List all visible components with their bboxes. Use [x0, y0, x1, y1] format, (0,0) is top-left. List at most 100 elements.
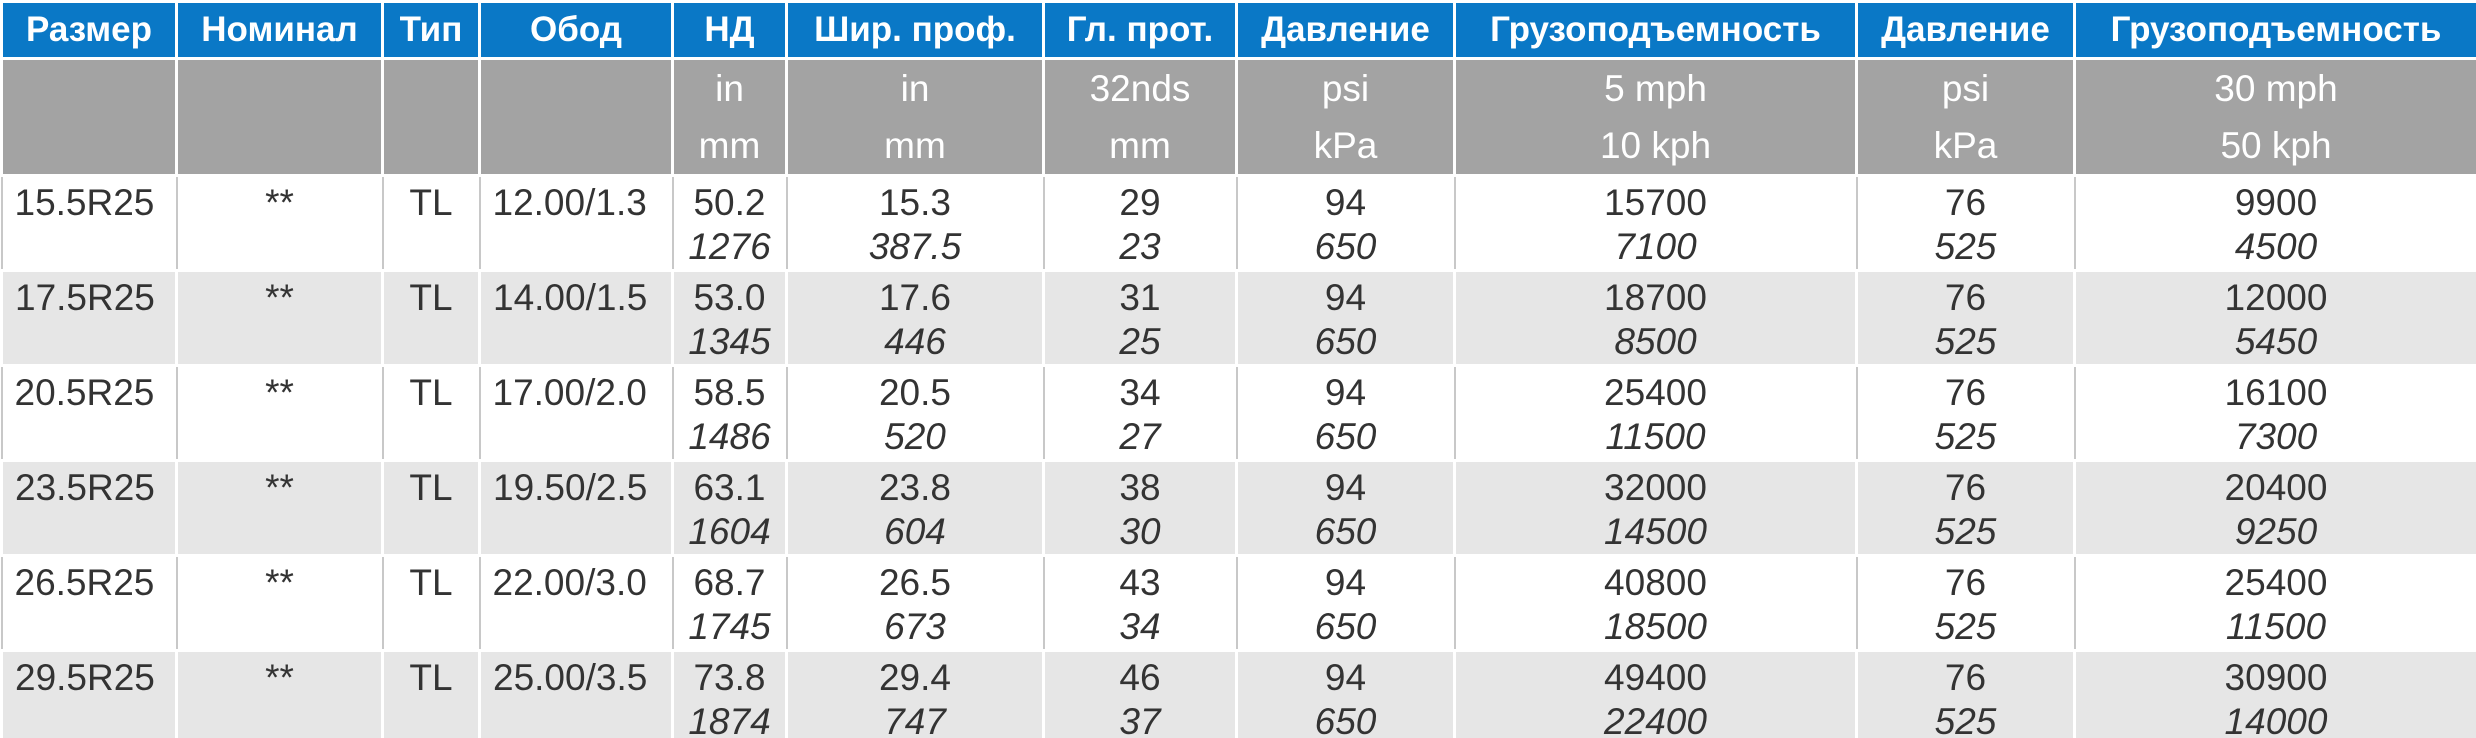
data-row: 26.5R25 ** TL 22.00/3.0 68.7 1745 26.5 673 43 34 9… [0, 554, 2476, 652]
data-cell: 17.00/2.0 [478, 364, 674, 462]
data-cell: TL [381, 364, 481, 462]
cell-text: ** [265, 657, 294, 698]
imperial-value: 31 [1119, 277, 1161, 318]
data-cell: 15.5R25 [0, 174, 178, 272]
units-cell: 32nds mm [1042, 57, 1238, 177]
data-cell: 68.7 1745 [671, 554, 788, 652]
data-cell: 76 525 [1855, 174, 2076, 272]
cell-text: ** [265, 277, 294, 318]
data-cell: 25400 11500 [2073, 554, 2476, 652]
cell-text: 23.5R25 [15, 467, 155, 508]
imperial-value: 30900 [2224, 657, 2328, 698]
imperial-value: 76 [1944, 182, 1987, 223]
imperial-value: 40800 [1604, 562, 1707, 603]
metric-value: 525 [1934, 321, 1997, 362]
data-cell: 32000 14500 [1453, 459, 1858, 557]
data-cell: 58.5 1486 [671, 364, 788, 462]
metric-value: 650 [1314, 321, 1377, 362]
data-cell: 94 650 [1235, 459, 1456, 557]
data-cell: 19.50/2.5 [478, 459, 674, 557]
metric-value: 525 [1934, 511, 1997, 552]
metric-value: 673 [884, 606, 946, 647]
data-cell: 76 525 [1855, 269, 2076, 367]
data-cell: 76 525 [1855, 459, 2076, 557]
unit-label: 50 kph [2220, 125, 2332, 166]
metric-value: 1604 [688, 511, 771, 552]
data-cell: ** [175, 174, 384, 272]
imperial-value: 20400 [2224, 467, 2328, 508]
data-cell: 29.5R25 [0, 649, 178, 738]
data-cell: 17.5R25 [0, 269, 178, 367]
metric-value: 27 [1119, 416, 1161, 457]
metric-value: 650 [1314, 606, 1377, 647]
cell-text: ** [265, 372, 294, 413]
unit-label: 5 mph [1604, 68, 1707, 109]
cell-text: 26.5R25 [14, 562, 155, 603]
unit-label: 10 kph [1599, 125, 1712, 166]
metric-value: 18500 [1604, 606, 1707, 647]
imperial-value: 15700 [1604, 182, 1707, 223]
units-cell [478, 57, 674, 177]
unit-label: mm [1109, 125, 1171, 166]
data-cell: 46 37 [1042, 649, 1238, 738]
data-cell: 15.3 387.5 [785, 174, 1045, 272]
column-header: Грузоподъемность [2073, 0, 2476, 60]
data-cell: 94 650 [1235, 649, 1456, 738]
column-header: Номинал [175, 0, 384, 60]
metric-value: 8500 [1614, 321, 1697, 362]
metric-value: 11500 [1605, 416, 1706, 457]
metric-value: 387.5 [868, 226, 962, 267]
metric-value: 11500 [2225, 606, 2327, 647]
cell-text: ** [265, 562, 294, 603]
data-row: 29.5R25 ** TL 25.00/3.5 73.8 1874 29.4 747 46 37 9… [0, 649, 2476, 738]
unit-label: in [715, 68, 744, 109]
unit-label: 30 mph [2214, 68, 2338, 109]
column-header: Давление [1855, 0, 2076, 60]
cell-text: 14.00/1.5 [493, 277, 648, 318]
data-cell: 26.5R25 [0, 554, 178, 652]
metric-value: 1345 [688, 321, 771, 362]
data-cell: 43 34 [1042, 554, 1238, 652]
column-header: Давление [1235, 0, 1456, 60]
imperial-value: 63.1 [693, 467, 766, 508]
data-cell: 76 525 [1855, 364, 2076, 462]
metric-value: 1486 [688, 416, 771, 457]
metric-value: 650 [1314, 226, 1377, 267]
cell-text: TL [409, 562, 453, 603]
data-cell: 23.8 604 [785, 459, 1045, 557]
imperial-value: 94 [1324, 372, 1367, 413]
unit-label: 32nds [1089, 68, 1191, 109]
cell-text: TL [409, 657, 453, 698]
imperial-value: 26.5 [878, 562, 951, 603]
data-row: 17.5R25 ** TL 14.00/1.5 53.0 1345 17.6 446 31 25 9… [0, 269, 2476, 367]
data-cell: 94 650 [1235, 269, 1456, 367]
metric-value: 525 [1934, 226, 1997, 267]
unit-label: psi [1941, 68, 1990, 109]
imperial-value: 43 [1119, 562, 1161, 603]
metric-value: 604 [884, 511, 946, 552]
units-cell [381, 57, 481, 177]
data-cell: 25.00/3.5 [478, 649, 674, 738]
cell-text: TL [409, 182, 453, 223]
metric-value: 34 [1119, 606, 1161, 647]
data-cell: 18700 8500 [1453, 269, 1858, 367]
imperial-value: 49400 [1604, 657, 1707, 698]
data-cell: 73.8 1874 [671, 649, 788, 738]
cell-text: ** [265, 182, 294, 223]
data-cell: ** [175, 649, 384, 738]
cell-text: TL [409, 467, 453, 508]
imperial-value: 25400 [2224, 562, 2328, 603]
units-cell [0, 57, 178, 177]
imperial-value: 46 [1119, 657, 1161, 698]
imperial-value: 94 [1324, 277, 1367, 318]
data-cell: 22.00/3.0 [478, 554, 674, 652]
data-cell: 20.5R25 [0, 364, 178, 462]
unit-label: kPa [1933, 125, 1998, 166]
data-cell: ** [175, 364, 384, 462]
cell-text: TL [409, 372, 453, 413]
metric-value: 650 [1314, 701, 1377, 738]
data-cell: ** [175, 459, 384, 557]
cell-text: ** [265, 467, 294, 508]
column-header: Тип [381, 0, 481, 60]
